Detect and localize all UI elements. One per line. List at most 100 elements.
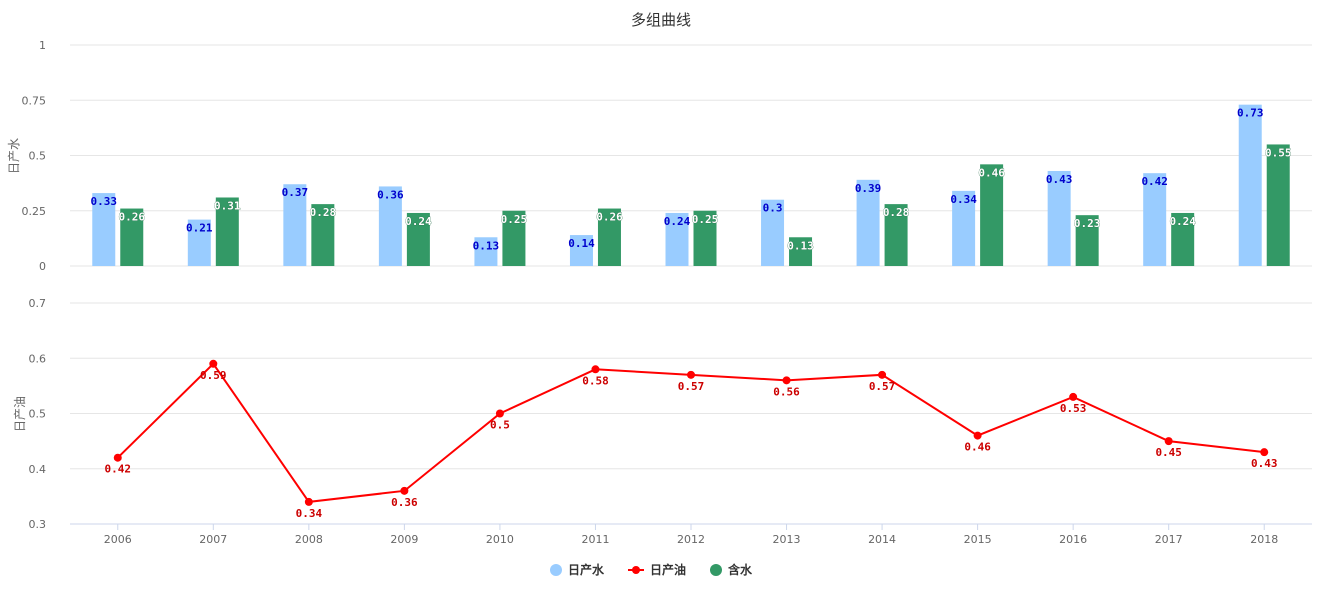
y-tick-label: 0.5 [29, 408, 47, 421]
point-value-label: 0.34 [296, 507, 323, 520]
y-tick-label: 0.3 [29, 518, 47, 531]
line-point [1069, 392, 1078, 401]
chart-title: 多组曲线 [631, 11, 691, 29]
bar [761, 199, 785, 266]
legend-label: 含水 [728, 562, 753, 577]
point-value-label: 0.46 [964, 441, 991, 454]
bar-layer [92, 104, 1290, 266]
point-value-label: 0.5 [490, 419, 510, 432]
bar-value-label: 0.25 [692, 213, 719, 226]
line-point [1260, 448, 1269, 457]
bar [120, 208, 144, 266]
line-point [687, 370, 695, 379]
y-tick-label: 0.5 [29, 150, 47, 163]
x-tick-label: 2009 [390, 533, 418, 546]
y-axis-title: 日产水 [7, 138, 21, 174]
point-value-label: 0.42 [105, 463, 132, 476]
line-point [209, 359, 218, 368]
bar-value-label: 0.28 [883, 206, 910, 219]
y-tick-label: 0.25 [22, 205, 47, 218]
x-tick-label: 2018 [1250, 533, 1278, 546]
bar [856, 179, 880, 266]
bar-value-label: 0.24 [1169, 215, 1196, 228]
point-value-label: 0.53 [1060, 402, 1087, 415]
line-point [495, 409, 504, 418]
bar [406, 212, 430, 266]
x-tick-label: 2016 [1059, 533, 1087, 546]
y-axis-title: 日产油 [13, 396, 27, 432]
y-tick-label: 0.4 [29, 463, 47, 476]
bar [1075, 215, 1099, 266]
legend-label: 日产油 [650, 562, 686, 577]
bar [502, 210, 526, 266]
bar [693, 210, 717, 266]
line-point [1164, 437, 1173, 446]
bar-value-label: 0.26 [119, 211, 146, 224]
bar-value-label: 0.39 [855, 182, 882, 195]
line-point [782, 376, 791, 385]
bar [1047, 170, 1071, 266]
bar [1143, 173, 1167, 266]
bar-value-label: 0.33 [91, 195, 118, 208]
bar-value-label: 0.43 [1046, 173, 1073, 186]
bar-value-label: 0.42 [1141, 175, 1168, 188]
line-point [973, 431, 982, 440]
bar-value-label: 0.55 [1265, 146, 1292, 159]
bar-value-label: 0.13 [787, 239, 814, 252]
bar [311, 204, 335, 266]
bar [569, 235, 593, 266]
y-tick-label: 1 [39, 39, 46, 52]
bar-value-label: 0.3 [763, 202, 783, 215]
bar-value-label: 0.26 [596, 211, 623, 224]
x-tick-label: 2008 [295, 533, 323, 546]
bar [1171, 212, 1195, 266]
x-tick-label: 2015 [964, 533, 992, 546]
bar-value-label: 0.24 [664, 215, 691, 228]
legend: 日产水 日产油 含水 [550, 562, 753, 577]
legend-marker [632, 566, 640, 574]
x-tick-label: 2006 [104, 533, 132, 546]
bar-value-label: 0.34 [950, 193, 977, 206]
x-tick-label: 2017 [1155, 533, 1183, 546]
bar [215, 197, 239, 266]
y-tick-label: 0.75 [22, 94, 47, 107]
x-tick-label: 2013 [773, 533, 801, 546]
bar-value-label: 0.14 [568, 237, 595, 250]
grid-layer: 0 0.25 0.5 0.75 1 日产水 0.3 0.4 0.5 0.6 0.7 日产油 2006 20… [7, 39, 1312, 546]
y-tick-label: 0.6 [29, 352, 47, 365]
bar [92, 193, 116, 266]
line-point [591, 365, 600, 374]
x-tick-label: 2014 [868, 533, 896, 546]
point-value-label: 0.36 [391, 496, 418, 509]
x-tick-label: 2010 [486, 533, 514, 546]
point-value-label: 0.43 [1251, 457, 1278, 470]
bar-value-label: 0.37 [282, 186, 309, 199]
legend-marker [710, 564, 722, 576]
bar [665, 212, 689, 266]
bar [474, 237, 498, 266]
point-value-label: 0.59 [200, 369, 227, 382]
bar-value-label: 0.23 [1074, 217, 1101, 230]
y-tick-label: 0.7 [29, 297, 47, 310]
bar [283, 184, 307, 266]
bar-value-label: 0.24 [405, 215, 432, 228]
point-value-label: 0.58 [582, 374, 609, 387]
data-label-layer: 0.33 0.21 0.37 0.36 0.13 0.14 0.24 0.3 0.39 0.34 0… [91, 107, 1292, 520]
line-point [304, 497, 313, 506]
x-tick-label: 2007 [199, 533, 227, 546]
bar-value-label: 0.36 [377, 188, 404, 201]
bar-value-label: 0.73 [1237, 107, 1264, 120]
bar-value-label: 0.21 [186, 222, 213, 235]
bar-value-label: 0.13 [473, 239, 500, 252]
y-tick-label: 0 [39, 260, 46, 273]
bar-value-label: 0.31 [214, 199, 241, 212]
legend-label: 日产水 [568, 562, 605, 577]
bar [884, 204, 908, 266]
bar [1266, 144, 1290, 266]
legend-marker [550, 564, 562, 576]
x-tick-label: 2012 [677, 533, 705, 546]
bar-value-label: 0.28 [310, 206, 337, 219]
bar [1238, 104, 1262, 266]
